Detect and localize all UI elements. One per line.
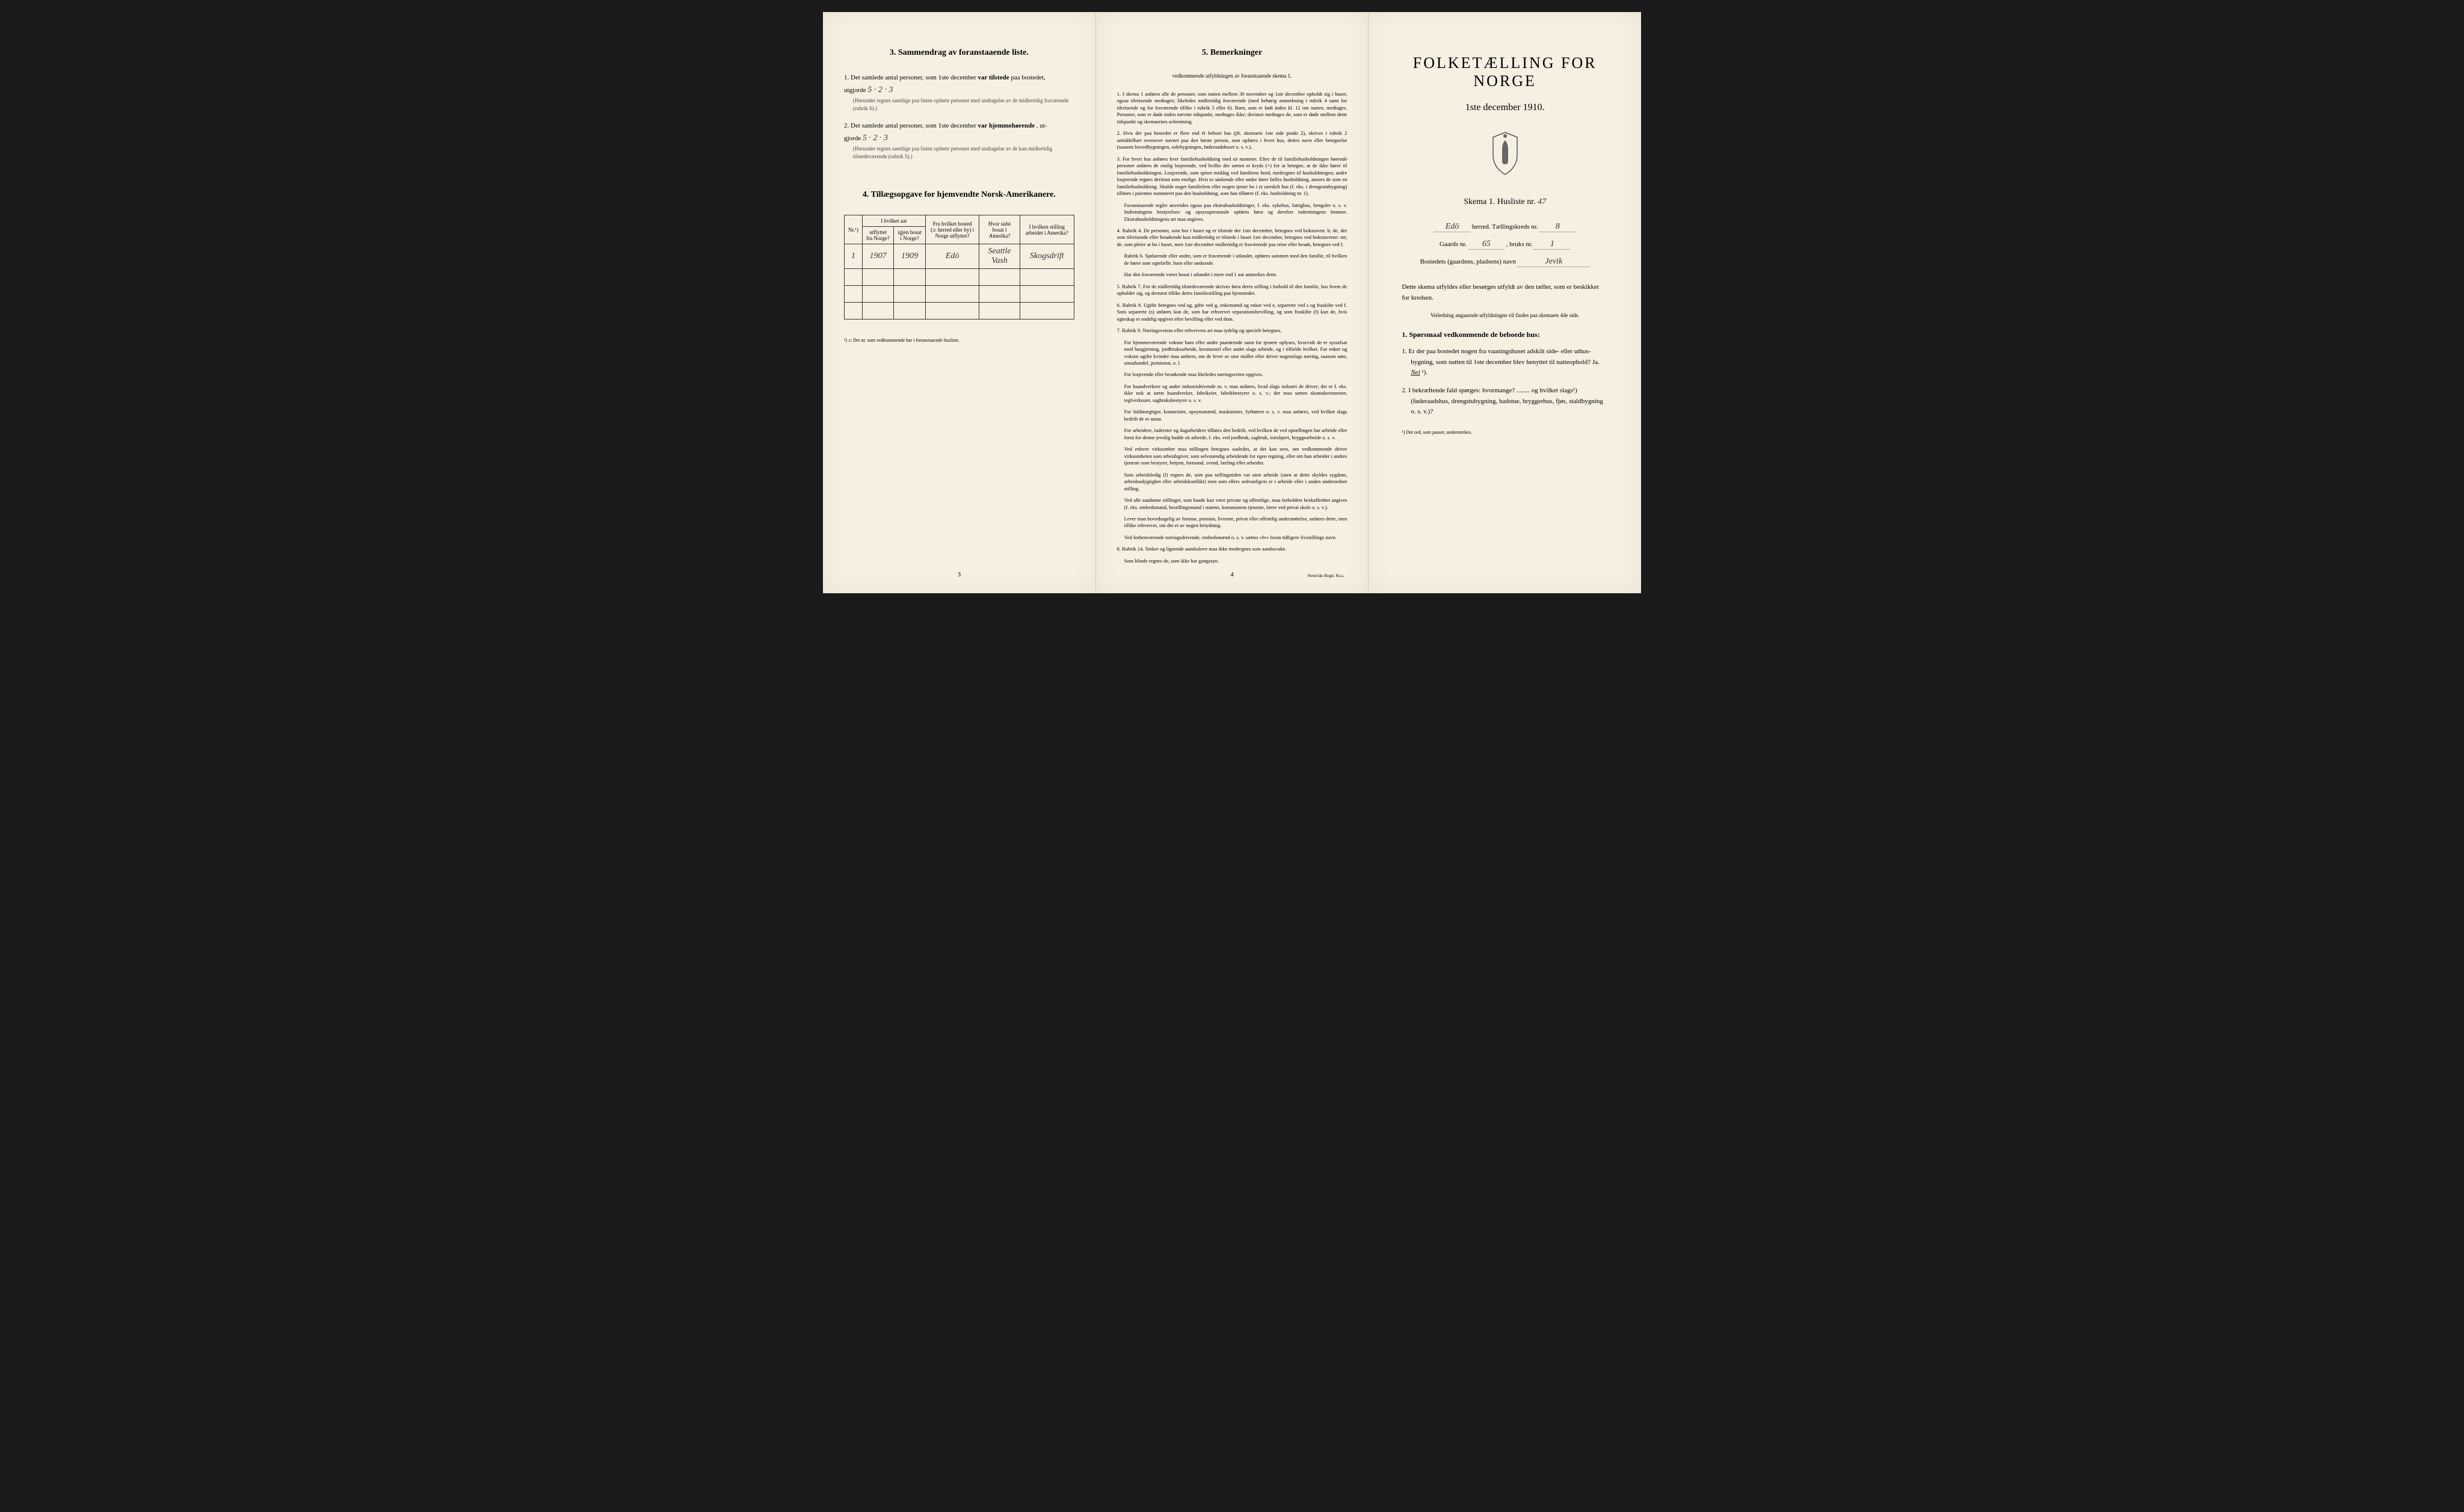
bruks-nr: 1 [1534,239,1570,250]
q1-answer: Nei [1411,369,1420,376]
remark-item: For haandverkere og andre industridriven… [1124,383,1348,404]
instruction-text: Dette skema utfyldes eller besørges utfy… [1402,282,1608,303]
remark-item: Har den fraværende været bosat i utlande… [1124,271,1348,278]
census-title: FOLKETÆLLING FOR NORGE [1390,54,1620,90]
table-row [845,286,1074,303]
remark-item: 8. Rubrik 14. Sinker og lignende aandssl… [1117,546,1348,552]
remark-item: Som blinde regnes de, som ikke har gangs… [1124,558,1348,564]
sub-instruction: Veiledning angaaende utfyldningen vil fi… [1390,312,1620,318]
remark-item: Rubrik 6. Sjøfarende eller andre, som er… [1124,253,1348,267]
remark-item: For losjerende eller besøkende maa likel… [1124,371,1348,378]
emigrant-rows: 1 1907 1909 Edö Seattle Vash Skogsdrift [845,244,1074,319]
table-row [845,269,1074,286]
col-from: Fra hvilket bosted (ɔ: herred eller by) … [925,215,979,244]
bosted-value: Jevik [1518,257,1590,267]
question-section-title: 1. Spørsmaal vedkommende de beboede hus: [1402,330,1608,339]
summary-item-2: 2. Det samlede antal personer, som 1ste … [844,121,1074,160]
remark-item: Ved alle saadanne stillinger, som baade … [1124,497,1348,511]
remark-item: For hjemmeværende voksne barn eller andr… [1124,339,1348,367]
col-year-back: igjen bosat i Norge? [894,227,926,244]
gaard-nr: 65 [1468,239,1505,250]
remark-item: 1. I skema 1 anføres alle de personer, s… [1117,91,1348,125]
summary-item-1: 1. Det samlede antal personer, som 1ste … [844,73,1074,112]
gaard-line: Gaards nr. 65 , bruks nr. 1 [1390,239,1620,250]
table-row: 1 1907 1909 Edö Seattle Vash Skogsdrift [845,244,1074,269]
husliste-nr: 47 [1538,197,1546,206]
kreds-nr: 8 [1539,222,1575,232]
section-4-title: 4. Tillægsopgave for hjemvendte Norsk-Am… [844,190,1074,200]
table-row [845,303,1074,319]
crest-icon [1487,131,1523,176]
remark-item: Som arbeidsledig (l) regnes de, som paa … [1124,472,1348,492]
question-1: 1. Er der paa bostedet nogen fra vaaning… [1411,347,1608,378]
page-number-3: 3 [823,571,1095,578]
panel-page-3: 3. Sammendrag av foranstaaende liste. 1.… [823,12,1096,593]
col-year-out: utflyttet fra Norge? [862,227,893,244]
remark-item: 4. Rubrik 4. De personer, som bor i huse… [1117,227,1348,248]
remark-item: 7. Rubrik 9. Næringsveiens eller erhverv… [1117,327,1348,334]
panel-title-page: FOLKETÆLLING FOR NORGE 1ste december 191… [1369,12,1641,593]
section-4-footnote: ¹) ɔ: Det nr. som vedkommende har i fora… [844,338,1074,343]
col-nr: Nr.¹) [845,215,863,244]
printer-mark: Steen'ske Bogtr. Kr.a. [1308,573,1344,578]
panel-page-4: 5. Bemerkninger vedkommende utfyldningen… [1096,12,1369,593]
bosted-line: Bostedets (gaardens, pladsens) navn Jevi… [1390,257,1620,267]
hjemmehorende-count: 5 · 2 · 3 [863,134,888,143]
remark-item: 6. Rubrik 8. Ugifte betegnes ved ug, gif… [1117,302,1348,322]
remark-item: 2. Hvis der paa bostedet er flere end ét… [1117,130,1348,150]
tilstede-count: 5 · 2 · 3 [867,85,893,94]
section-3-title: 3. Sammendrag av foranstaaende liste. [844,48,1074,58]
remark-item: Ved forhenværende næringsdrivende, embed… [1124,534,1348,541]
col-year-group: I hvilket aar [862,215,925,227]
herred-line: Edö herred. Tællingskreds nr. 8 [1390,222,1620,232]
col-occupation: I hvilken stilling arbeidet i Amerika? [1020,215,1074,244]
remark-item: For fuldmægtiger, kontorister, opsynsmæn… [1124,409,1348,422]
section-5-title: 5. Bemerkninger [1117,48,1348,58]
remark-item: For arbeidere, inderster og dagarbeidere… [1124,427,1348,441]
remark-item: 3. For hvert hus anføres hver familiehus… [1117,156,1348,197]
emigrant-table: Nr.¹) I hvilket aar Fra hvilket bosted (… [844,215,1074,319]
remark-item: Foranstaaende regler anvendes ogsaa paa … [1124,202,1348,223]
question-2: 2. I bekræftende fald spørges: hvormange… [1411,386,1608,418]
remark-item: 5. Rubrik 7. For de midlertidig tilstede… [1117,283,1348,297]
remark-item: Ved enhver virksomhet maa stillingen bet… [1124,446,1348,466]
coat-of-arms [1390,131,1620,179]
census-date: 1ste december 1910. [1390,102,1620,113]
herred-value: Edö [1434,222,1470,232]
census-document: 3. Sammendrag av foranstaaende liste. 1.… [823,12,1641,593]
remarks-list: 1. I skema 1 anføres alle de personer, s… [1117,91,1348,564]
section-5-subtitle: vedkommende utfyldningen av foranstaaend… [1117,73,1348,79]
remark-item: Lever man hovedsagelig av formue, pensio… [1124,516,1348,529]
skema-line: Skema 1. Husliste nr. 47 [1390,197,1620,207]
col-america: Hvor sidst bosat i Amerika? [979,215,1020,244]
right-footnote: ¹) Det ord, som passer, understrekes. [1402,430,1608,435]
